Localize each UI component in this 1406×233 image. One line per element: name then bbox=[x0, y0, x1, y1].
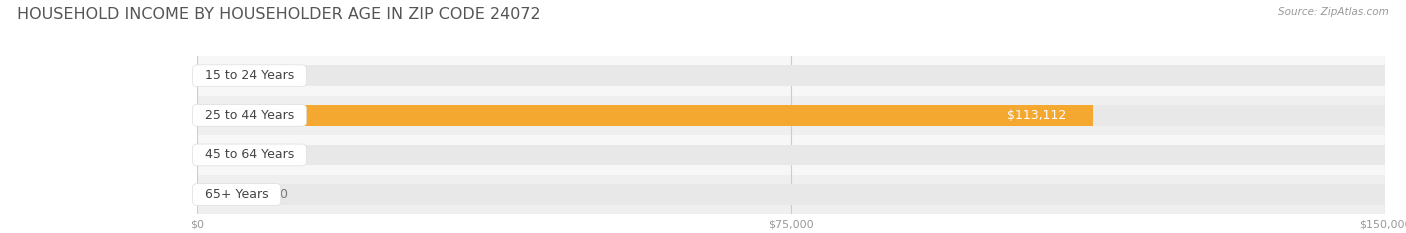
Text: $113,112: $113,112 bbox=[1007, 109, 1066, 122]
Bar bbox=[197, 105, 1092, 126]
Bar bbox=[197, 65, 262, 86]
Text: 65+ Years: 65+ Years bbox=[197, 188, 277, 201]
Bar bbox=[197, 184, 1385, 205]
Bar bbox=[197, 184, 262, 205]
Text: 45 to 64 Years: 45 to 64 Years bbox=[197, 148, 302, 161]
Text: $0: $0 bbox=[271, 69, 288, 82]
Text: HOUSEHOLD INCOME BY HOUSEHOLDER AGE IN ZIP CODE 24072: HOUSEHOLD INCOME BY HOUSEHOLDER AGE IN Z… bbox=[17, 7, 540, 22]
Bar bbox=[197, 105, 1385, 126]
Text: 15 to 24 Years: 15 to 24 Years bbox=[197, 69, 302, 82]
Bar bbox=[197, 145, 262, 165]
Bar bbox=[197, 65, 1385, 86]
Text: $0: $0 bbox=[271, 148, 288, 161]
Text: Source: ZipAtlas.com: Source: ZipAtlas.com bbox=[1278, 7, 1389, 17]
Bar bbox=[197, 56, 1385, 96]
Bar bbox=[197, 175, 1385, 214]
Bar bbox=[197, 145, 1385, 165]
Bar bbox=[197, 135, 1385, 175]
Text: $0: $0 bbox=[271, 188, 288, 201]
Bar bbox=[197, 96, 1385, 135]
Text: 25 to 44 Years: 25 to 44 Years bbox=[197, 109, 302, 122]
